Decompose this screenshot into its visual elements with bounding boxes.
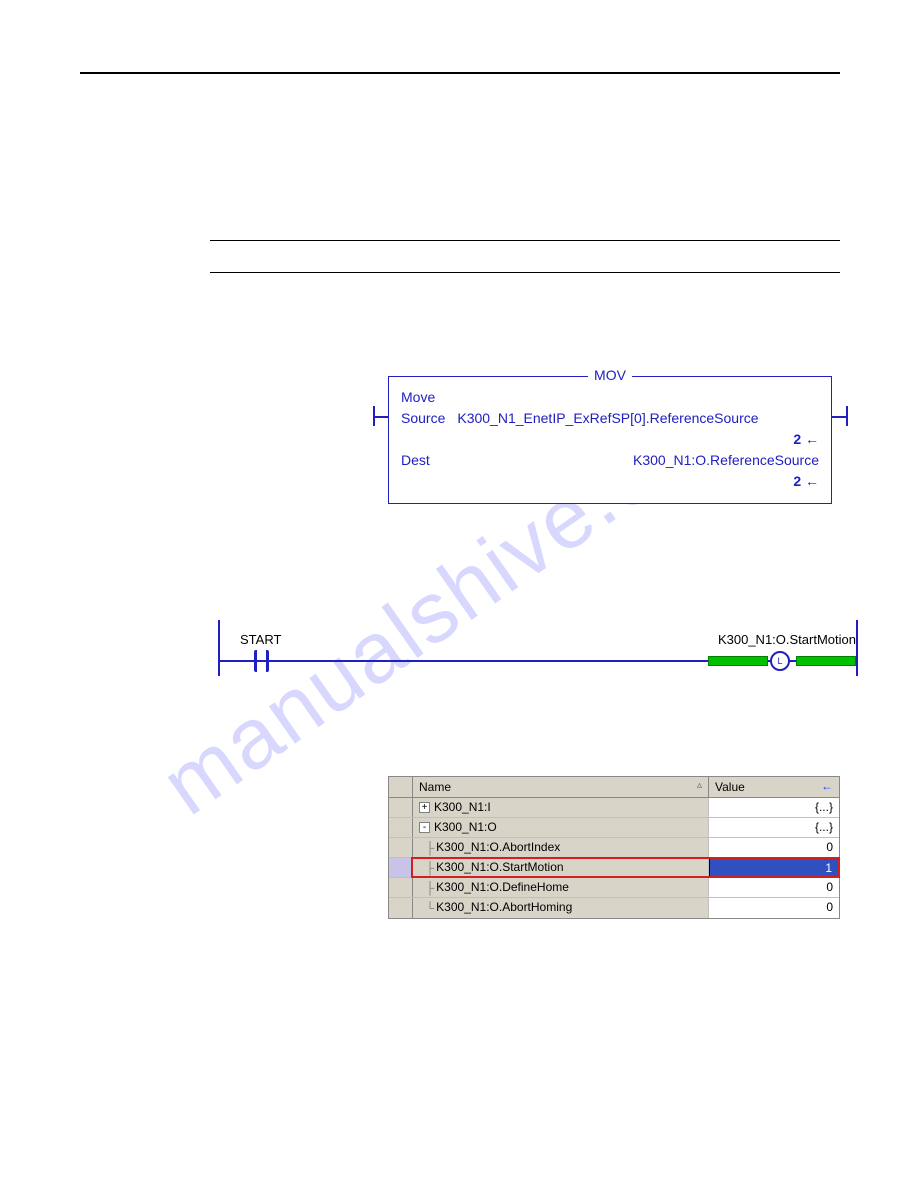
contact-label: START	[240, 632, 281, 647]
mov-source-num: 2 ←	[401, 429, 819, 450]
row-value[interactable]: {...}	[709, 818, 839, 837]
row-name[interactable]: └K300_N1:O.AbortHoming	[413, 898, 709, 918]
section-rule-1	[210, 240, 840, 241]
tree-line-icon: └	[419, 901, 434, 915]
ladder-rail-left	[218, 620, 220, 676]
row-name[interactable]: ├K300_N1:O.DefineHome	[413, 878, 709, 897]
row-gutter[interactable]	[389, 818, 413, 837]
col-header-value[interactable]: Value ←	[709, 777, 839, 797]
table-row[interactable]: ├K300_N1:O.AbortIndex 0	[389, 838, 839, 858]
row-value-selected[interactable]: 1	[709, 858, 839, 877]
collapse-icon[interactable]: -	[419, 822, 430, 833]
contact-xic	[248, 650, 276, 672]
row-name[interactable]: +K300_N1:I	[413, 798, 709, 817]
mov-rail-left	[373, 416, 388, 418]
row-value[interactable]: 0	[709, 878, 839, 897]
table-row[interactable]: ├K300_N1:O.DefineHome 0	[389, 878, 839, 898]
tree-line-icon: ├	[419, 881, 434, 895]
header-gutter	[389, 777, 413, 797]
coil-otl: L	[708, 654, 856, 668]
mov-dest-label: Dest	[401, 450, 430, 471]
row-value[interactable]: 0	[709, 838, 839, 857]
mov-source-value: K300_N1_EnetIP_ExRefSP[0].ReferenceSourc…	[445, 408, 819, 429]
page-top-rule	[80, 72, 840, 74]
row-gutter[interactable]	[389, 898, 413, 918]
ladder-rail-right	[856, 620, 858, 676]
table-row[interactable]: └K300_N1:O.AbortHoming 0	[389, 898, 839, 918]
row-value[interactable]: 0	[709, 898, 839, 918]
section-rule-2	[210, 272, 840, 273]
table-row[interactable]: ├K300_N1:O.StartMotion 1	[389, 858, 839, 878]
mov-rail-left-v	[373, 406, 375, 426]
mov-source-label: Source	[401, 408, 445, 429]
row-gutter[interactable]	[389, 798, 413, 817]
tree-line-icon: ├	[419, 841, 434, 855]
table-row[interactable]: +K300_N1:I {...}	[389, 798, 839, 818]
sort-icon[interactable]: ▵	[697, 780, 702, 791]
mov-rail-right	[832, 416, 847, 418]
mov-op: Move	[401, 387, 819, 408]
row-gutter[interactable]	[389, 878, 413, 897]
expand-icon[interactable]: +	[419, 802, 430, 813]
row-name[interactable]: ├K300_N1:O.AbortIndex	[413, 838, 709, 857]
row-name[interactable]: ├K300_N1:O.StartMotion	[413, 858, 709, 877]
mov-header: MOV	[588, 367, 632, 383]
row-name[interactable]: -K300_N1:O	[413, 818, 709, 837]
value-link-icon: ←	[821, 779, 833, 793]
row-gutter-selected[interactable]	[389, 858, 413, 877]
mov-rail-right-v	[846, 406, 848, 426]
row-gutter[interactable]	[389, 838, 413, 857]
tag-table[interactable]: Name ▵ Value ← +K300_N1:I {...} -K300_N1…	[388, 776, 840, 919]
mov-instruction-block: MOV Move Source K300_N1_EnetIP_ExRefSP[0…	[388, 376, 832, 504]
tree-line-icon: ├	[419, 861, 434, 875]
table-header-row: Name ▵ Value ←	[389, 777, 839, 798]
coil-label: K300_N1:O.StartMotion	[718, 632, 856, 647]
row-value[interactable]: {...}	[709, 798, 839, 817]
coil-letter: L	[770, 651, 790, 671]
mov-dest-value: K300_N1:O.ReferenceSource	[430, 450, 819, 471]
table-row[interactable]: -K300_N1:O {...}	[389, 818, 839, 838]
ladder-rung: START K300_N1:O.StartMotion L	[218, 620, 858, 680]
col-header-name[interactable]: Name ▵	[413, 777, 709, 797]
mov-dest-num: 2 ←	[401, 471, 819, 492]
